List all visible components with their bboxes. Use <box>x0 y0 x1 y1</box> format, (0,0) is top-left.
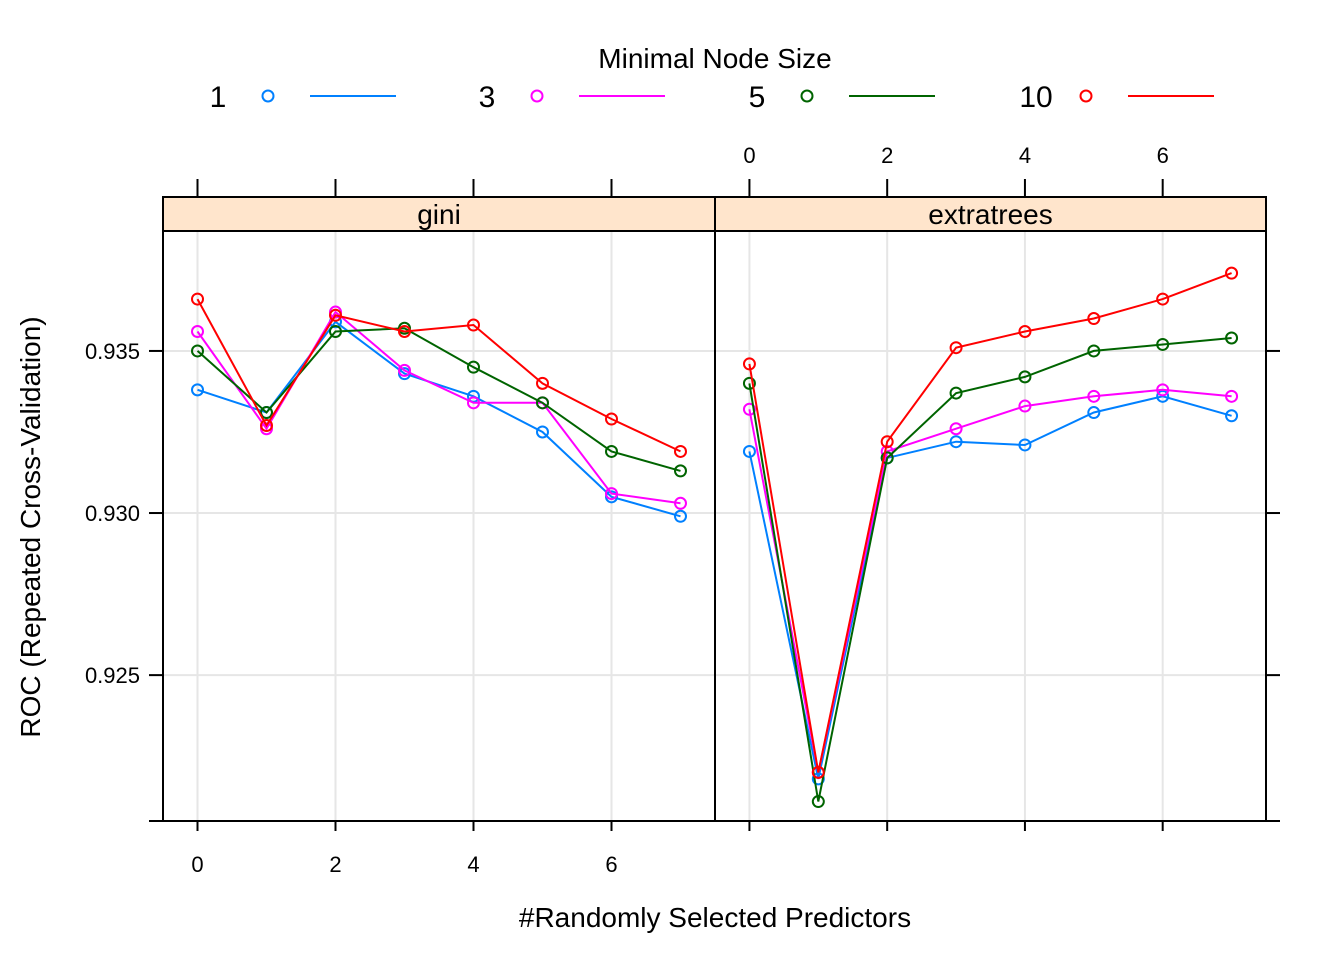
data-point <box>1156 292 1170 306</box>
legend-label: 3 <box>479 81 496 114</box>
data-point <box>742 376 756 390</box>
data-point <box>536 376 549 390</box>
data-point <box>1225 266 1239 280</box>
series-line-3 <box>748 388 1232 773</box>
legend-entry-1: 1 <box>210 81 396 114</box>
legend: Minimal Node Size 1 3 5 10 <box>210 43 1214 114</box>
panel-extratrees: extratrees 0 2 4 6 <box>714 143 1267 831</box>
x-axis-title: #Randomly Selected Predictors <box>519 902 911 933</box>
panel-border <box>714 196 1267 822</box>
data-point <box>191 324 204 338</box>
y-axis-title: ROC (Repeated Cross-Validation) <box>15 316 46 737</box>
legend-label: 1 <box>210 81 227 114</box>
data-point <box>398 324 411 338</box>
data-point <box>1156 337 1170 351</box>
series-line-10 <box>748 272 1232 773</box>
legend-entry-10: 10 <box>1019 81 1214 114</box>
data-point <box>1156 383 1170 397</box>
strip-label: gini <box>417 199 461 230</box>
x-tick-label: 6 <box>605 852 617 877</box>
data-point <box>1018 370 1032 384</box>
series-line-5 <box>196 327 681 472</box>
y-axis: 0.925 0.930 0.935 <box>85 339 1280 822</box>
data-point <box>674 464 687 478</box>
data-point <box>260 419 273 433</box>
data-point <box>1225 409 1239 423</box>
panel-border <box>162 196 716 822</box>
data-point <box>398 363 411 377</box>
legend-point-symbol <box>261 89 275 103</box>
legend-entry-5: 5 <box>749 81 935 114</box>
data-point <box>674 444 687 458</box>
data-point <box>467 360 480 374</box>
data-point <box>742 444 756 458</box>
data-point <box>880 451 894 465</box>
data-point <box>949 422 963 436</box>
y-tick-label: 0.925 <box>85 663 140 688</box>
legend-title: Minimal Node Size <box>598 43 831 74</box>
legend-label: 10 <box>1019 81 1052 114</box>
data-point <box>1087 389 1101 403</box>
data-point <box>949 341 963 355</box>
data-point <box>674 509 687 523</box>
x-tick-label: 4 <box>467 852 479 877</box>
data-point <box>1018 438 1032 452</box>
x-tick-label: 4 <box>1019 143 1031 168</box>
data-point <box>949 435 963 449</box>
data-point <box>467 396 480 410</box>
data-point <box>260 406 273 420</box>
data-point <box>949 386 963 400</box>
x-tick-label: 2 <box>881 143 893 168</box>
legend-point-symbol <box>1079 89 1093 103</box>
x-tick-label: 6 <box>1157 143 1169 168</box>
data-point <box>467 318 480 332</box>
data-point <box>191 383 204 397</box>
series-line-1 <box>197 320 681 518</box>
data-point <box>811 765 825 779</box>
data-point <box>1225 331 1239 345</box>
x-tick-label: 0 <box>743 143 755 168</box>
panels: gini 0 2 4 6 extratrees 0 2 4 6 0.925 0.930 0.935 <box>85 143 1280 877</box>
data-point <box>1225 389 1239 403</box>
panel-gini: gini 0 2 4 6 <box>162 179 716 877</box>
data-point <box>742 357 756 371</box>
data-point <box>605 487 618 501</box>
x-tick-label: 2 <box>329 852 341 877</box>
data-point <box>1087 344 1101 358</box>
data-point <box>191 344 204 358</box>
legend-point-symbol <box>530 89 544 103</box>
data-point <box>536 425 549 439</box>
data-point <box>1087 406 1101 420</box>
strip-gini <box>162 196 716 232</box>
series-line-3 <box>196 310 681 505</box>
data-point <box>1087 312 1101 326</box>
data-point <box>674 496 687 510</box>
data-point <box>742 402 756 416</box>
y-tick-label: 0.935 <box>85 339 140 364</box>
data-point <box>605 412 618 426</box>
data-point <box>811 795 825 809</box>
legend-point-symbol <box>800 89 814 103</box>
strip-label: extratrees <box>928 199 1053 230</box>
series-line-5 <box>748 337 1232 802</box>
data-point <box>1018 324 1032 338</box>
data-point <box>880 435 894 449</box>
legend-label: 5 <box>749 81 766 114</box>
data-point <box>329 324 342 338</box>
data-point <box>329 308 342 322</box>
data-point <box>536 396 549 410</box>
series-line-10 <box>196 298 681 453</box>
x-tick-label: 0 <box>191 852 203 877</box>
legend-entry-3: 3 <box>479 81 665 114</box>
data-point <box>1156 389 1170 403</box>
data-point <box>191 292 204 306</box>
data-point <box>605 444 618 458</box>
y-tick-label: 0.930 <box>85 501 140 526</box>
data-point <box>1018 399 1032 413</box>
series-line-1 <box>748 395 1232 780</box>
